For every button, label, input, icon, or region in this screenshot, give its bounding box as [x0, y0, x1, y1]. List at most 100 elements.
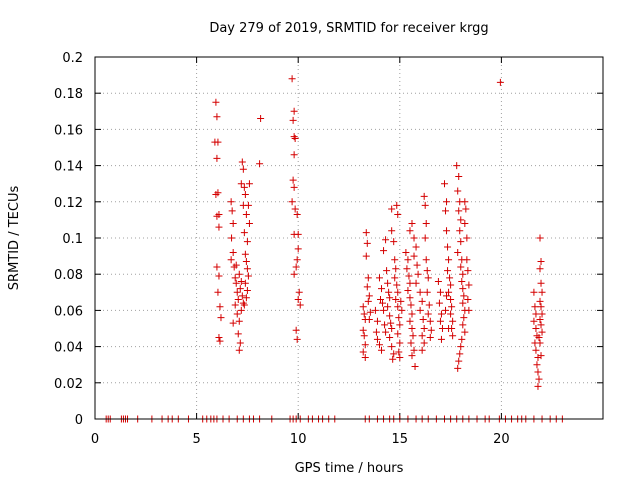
data-point [228, 207, 236, 215]
data-point [393, 281, 401, 289]
data-point [365, 315, 373, 323]
data-point [416, 288, 424, 296]
data-point [232, 279, 240, 287]
data-point [445, 288, 453, 296]
y-tick-label: 0.08 [54, 268, 83, 283]
y-tick-label: 0.2 [62, 51, 83, 66]
data-point [293, 256, 301, 264]
data-point [294, 230, 302, 238]
data-point [537, 258, 545, 266]
data-point [537, 321, 545, 329]
data-point [234, 330, 242, 338]
data-point [288, 198, 296, 206]
data-point [241, 279, 249, 287]
data-point [405, 272, 413, 280]
data-point [229, 319, 237, 327]
y-tick-label: 0.18 [54, 87, 83, 102]
data-point [360, 332, 368, 340]
axis-ticks: 0 0.02 0.04 0.06 0.08 0.1 0.12 0.14 0.16 0.18 0.2 0… [54, 51, 603, 447]
data-point [233, 288, 241, 296]
data-point [395, 314, 403, 322]
data-point [535, 334, 543, 342]
grid [95, 57, 603, 419]
x-axis-label: GPS time / hours [295, 461, 404, 476]
data-point [437, 310, 445, 318]
data-point [461, 328, 469, 336]
data-point [434, 277, 442, 285]
data-point [443, 227, 451, 235]
data-point [231, 301, 239, 309]
data-point [217, 314, 225, 322]
data-point [237, 277, 245, 285]
data-point [227, 198, 235, 206]
data-point [362, 229, 370, 237]
data-point [394, 330, 402, 338]
data-point [455, 172, 463, 180]
plot-frame [94, 56, 604, 420]
data-point [445, 325, 453, 332]
data-point [256, 160, 264, 168]
data-point [406, 279, 414, 287]
data-point [364, 274, 372, 282]
data-point [404, 256, 412, 264]
data-point [408, 220, 416, 228]
data-point [537, 303, 545, 311]
data-point [538, 328, 546, 336]
data-point [447, 296, 455, 304]
data-point [241, 191, 249, 199]
data-point [291, 205, 299, 213]
data-point [375, 274, 383, 282]
data-point [245, 220, 253, 228]
data-point [456, 227, 464, 235]
data-point [412, 243, 420, 251]
data-point [238, 158, 246, 166]
data-point [212, 191, 220, 199]
data-point [386, 334, 394, 342]
data-point [236, 339, 244, 347]
data-point [446, 274, 454, 282]
data-point [537, 352, 545, 360]
data-point [436, 317, 444, 325]
data-point [458, 277, 466, 285]
data-point [426, 317, 434, 325]
data-point [232, 261, 240, 269]
chart-title: Day 279 of 2019, SRMTID for receiver krg… [209, 21, 488, 36]
data-point [457, 343, 465, 351]
data-point [465, 281, 473, 289]
data-point [445, 256, 453, 264]
data-point [239, 165, 247, 173]
data-point [213, 154, 221, 162]
data-point [244, 272, 252, 280]
data-point [384, 303, 392, 311]
data-point [460, 314, 468, 322]
data-point [213, 113, 221, 121]
data-point [411, 363, 419, 371]
data-point [404, 286, 412, 294]
data-point [538, 310, 546, 318]
data-point [456, 350, 464, 358]
data-point [455, 207, 463, 215]
data-point [453, 162, 461, 170]
data-point [454, 364, 462, 372]
data-point [290, 183, 298, 191]
data-point [388, 343, 396, 351]
data-point [390, 238, 398, 246]
data-point [213, 212, 221, 220]
data-point [239, 299, 247, 307]
data-point [530, 317, 538, 325]
data-point [242, 258, 250, 266]
data-point [295, 288, 303, 296]
data-point [534, 353, 542, 361]
data-point [443, 292, 451, 300]
data-point [420, 325, 428, 332]
data-point [363, 283, 371, 291]
data-point [359, 326, 367, 334]
data-point [391, 256, 399, 264]
data-point [442, 207, 450, 215]
data-point [536, 297, 544, 305]
data-point [449, 317, 457, 325]
data-point [238, 292, 246, 300]
data-point [421, 234, 429, 242]
data-point [396, 353, 404, 361]
